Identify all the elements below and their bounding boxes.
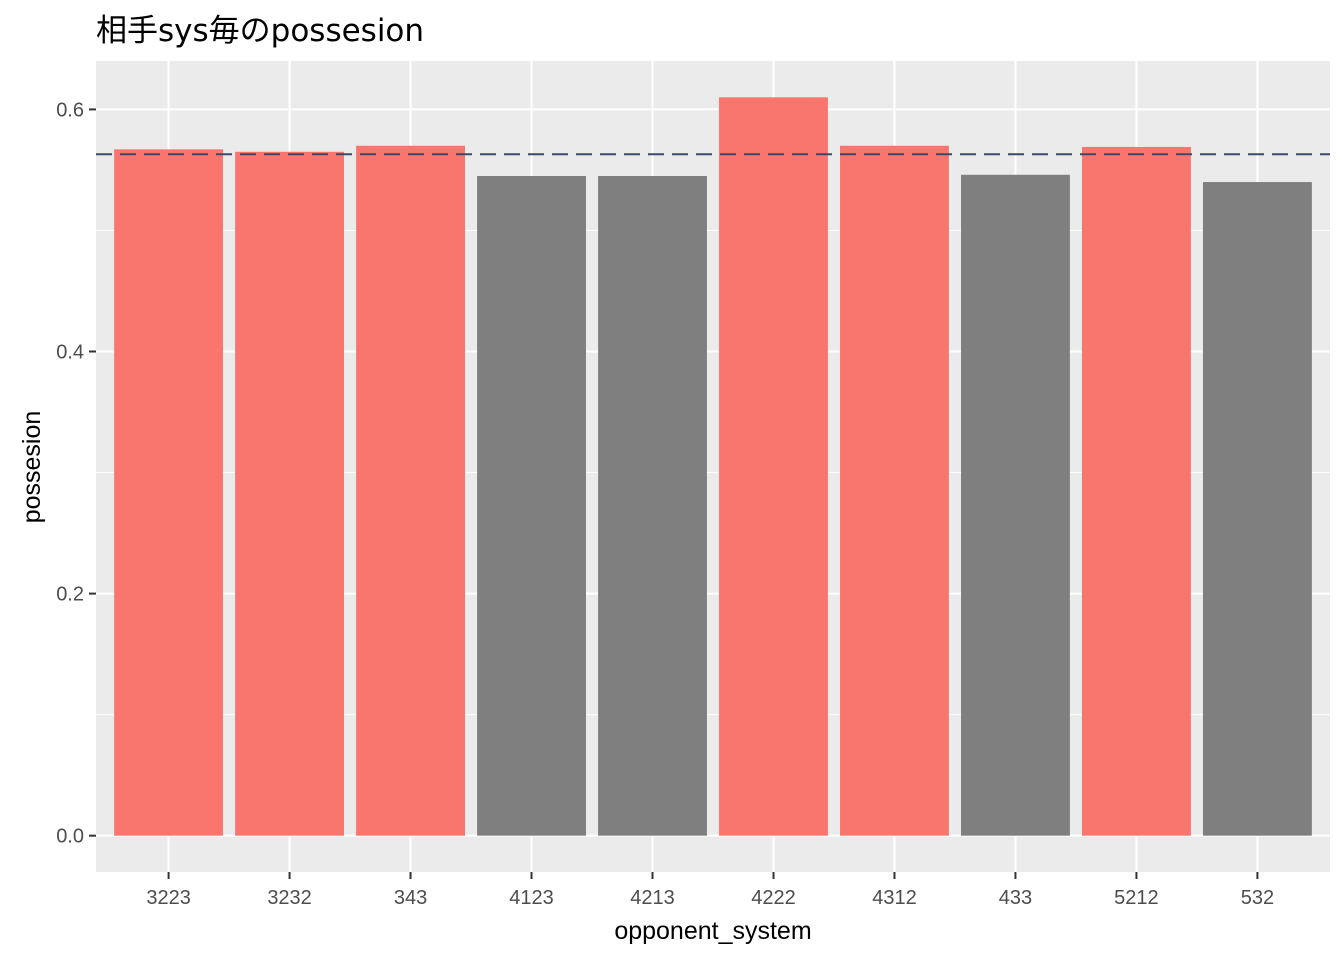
y-tick-label: 0.6 bbox=[56, 99, 84, 121]
x-tick-label: 433 bbox=[999, 887, 1032, 909]
bar-532 bbox=[1202, 182, 1312, 836]
x-tick-label: 343 bbox=[394, 887, 427, 909]
chart-title: 相手sys毎のpossesion bbox=[96, 13, 424, 49]
x-axis-title: opponent_system bbox=[614, 917, 811, 945]
y-axis-title: possesion bbox=[18, 411, 46, 524]
x-tick-label: 4213 bbox=[630, 887, 675, 909]
bar-3223 bbox=[114, 149, 224, 836]
x-tick-label: 3223 bbox=[146, 887, 191, 909]
x-tick-label: 5212 bbox=[1114, 887, 1159, 909]
bar-4222 bbox=[719, 97, 828, 836]
x-axis: 3223 3232 343 4123 4213 4222 4312 433 5212 532 bbox=[146, 872, 1274, 909]
bar-3232 bbox=[235, 151, 345, 836]
bar-433 bbox=[961, 174, 1070, 836]
x-tick-label: 4222 bbox=[751, 887, 796, 909]
bar-4312 bbox=[840, 145, 949, 836]
y-tick-label: 0.4 bbox=[56, 342, 84, 364]
bar-4213 bbox=[598, 175, 707, 836]
x-tick-label: 4312 bbox=[872, 887, 917, 909]
bar-4123 bbox=[477, 175, 586, 836]
y-axis: 0.0 0.2 0.4 0.6 bbox=[56, 99, 96, 848]
x-tick-label: 3232 bbox=[267, 887, 312, 909]
y-tick-label: 0.0 bbox=[56, 826, 84, 848]
y-tick-label: 0.2 bbox=[56, 584, 84, 606]
x-tick-label: 4123 bbox=[509, 887, 554, 909]
bar-343 bbox=[356, 145, 465, 836]
x-tick-label: 532 bbox=[1241, 887, 1274, 909]
bar-5212 bbox=[1081, 146, 1191, 836]
bars bbox=[114, 97, 1312, 836]
